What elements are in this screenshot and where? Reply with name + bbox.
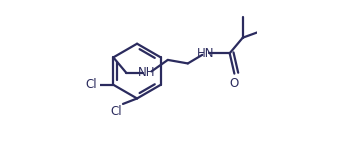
Text: HN: HN [197,47,214,60]
Text: NH: NH [138,66,156,80]
Text: Cl: Cl [85,78,97,91]
Text: O: O [230,77,239,90]
Text: Cl: Cl [111,105,122,118]
